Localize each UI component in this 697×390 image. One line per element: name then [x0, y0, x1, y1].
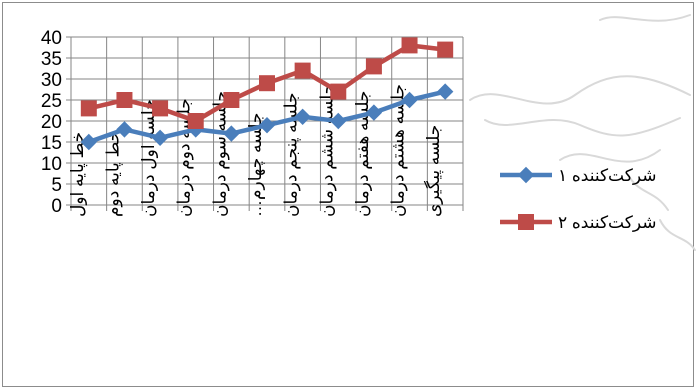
data-point-diamond [258, 116, 276, 134]
data-point-diamond [294, 108, 311, 126]
data-point-square [152, 100, 169, 117]
x-category-label: خط پایه دوم [103, 131, 123, 217]
x-category-label: خط پایه اول [68, 132, 88, 217]
y-tick-label: 0 [51, 196, 62, 217]
data-point-square [365, 58, 382, 75]
y-tick-label: 10 [41, 154, 62, 175]
data-point-square [330, 83, 347, 100]
x-category-label: جلسه هشتم درمان [389, 84, 409, 217]
legend-label: شرکت‌کننده ۱ [558, 166, 656, 185]
data-point-square [518, 214, 534, 230]
y-tick-label: 30 [41, 70, 62, 91]
legend-item-2: شرکت‌کننده ۲ [500, 213, 656, 232]
x-category-label: جلسه سوم درمان [210, 91, 229, 217]
data-point-square [116, 92, 133, 108]
data-point-square [294, 62, 311, 79]
data-point-diamond [151, 129, 169, 147]
data-point-square [437, 41, 454, 58]
legend-label: شرکت‌کننده ۲ [558, 213, 656, 232]
series-1 [80, 83, 454, 151]
data-point-diamond [330, 112, 347, 130]
y-tick-label: 35 [41, 49, 62, 70]
y-tick-label: 40 [41, 28, 62, 49]
data-point-diamond [116, 121, 133, 138]
data-point-diamond [436, 83, 454, 100]
y-tick-label: 20 [41, 112, 62, 133]
data-point-diamond [80, 133, 98, 151]
data-point-square [80, 100, 97, 117]
y-tick-label: 15 [41, 133, 62, 154]
data-point-diamond [365, 104, 383, 121]
legend: شرکت‌کننده ۱ شرکت‌کننده ۲ [500, 166, 656, 232]
x-category-labels: خط پایه اول خط پایه دوم جلسه اول درمان جلسه… [68, 84, 444, 217]
data-point-square [401, 37, 418, 54]
x-category-label: جلسه ششم درمان [317, 84, 337, 217]
data-point-diamond [401, 91, 418, 109]
data-point-diamond [517, 166, 535, 184]
data-point-square [223, 92, 240, 108]
x-category-label: جلسه پیگیری [423, 125, 444, 217]
axes [66, 36, 464, 211]
y-tick-label: 25 [41, 91, 62, 112]
x-category-label: جلسه چهارم… [246, 113, 266, 217]
x-category-label: جلسه هفتم درمان [353, 91, 373, 217]
x-category-label: جلسه پنجم درمان [282, 92, 302, 217]
data-point-diamond [223, 125, 240, 142]
data-point-square [259, 75, 275, 92]
x-category-label: جلسه اول درمان [139, 99, 158, 217]
data-series [80, 37, 454, 151]
legend-item-1: شرکت‌کننده ۱ [500, 166, 656, 185]
y-tick-label: 5 [51, 175, 62, 196]
series-2 [80, 37, 454, 129]
data-point-square [187, 113, 204, 129]
